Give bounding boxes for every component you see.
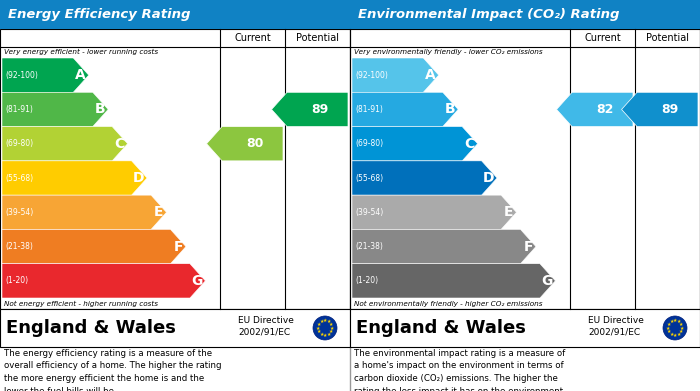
Text: ★: ★ — [680, 325, 685, 330]
Text: ★: ★ — [666, 322, 671, 327]
Text: (92-100): (92-100) — [5, 71, 38, 80]
Text: (55-68): (55-68) — [355, 174, 383, 183]
Text: ★: ★ — [679, 322, 683, 327]
Text: The energy efficiency rating is a measure of the
overall efficiency of a home. T: The energy efficiency rating is a measur… — [4, 349, 221, 391]
Text: ★: ★ — [326, 319, 331, 324]
Text: ★: ★ — [676, 332, 681, 337]
Text: (69-80): (69-80) — [355, 139, 383, 148]
Text: Potential: Potential — [646, 33, 689, 43]
Text: Environmental Impact (CO₂) Rating: Environmental Impact (CO₂) Rating — [358, 8, 620, 21]
Polygon shape — [2, 230, 186, 264]
Text: ★: ★ — [679, 329, 683, 334]
Text: (92-100): (92-100) — [355, 71, 388, 80]
Text: G: G — [191, 274, 202, 288]
Text: A: A — [425, 68, 435, 82]
Text: (1-20): (1-20) — [355, 276, 378, 285]
Text: ★: ★ — [666, 329, 671, 334]
Text: (39-54): (39-54) — [355, 208, 384, 217]
Circle shape — [313, 316, 337, 340]
Text: ★: ★ — [316, 322, 321, 327]
Text: Not energy efficient - higher running costs: Not energy efficient - higher running co… — [4, 301, 158, 307]
Text: Not environmentally friendly - higher CO₂ emissions: Not environmentally friendly - higher CO… — [354, 301, 542, 307]
Text: (21-38): (21-38) — [355, 242, 383, 251]
Polygon shape — [556, 92, 633, 127]
Text: G: G — [541, 274, 552, 288]
Text: (39-54): (39-54) — [5, 208, 34, 217]
Polygon shape — [352, 161, 497, 195]
Polygon shape — [2, 264, 205, 298]
Polygon shape — [352, 264, 555, 298]
Polygon shape — [2, 161, 147, 195]
Circle shape — [663, 316, 687, 340]
Text: E: E — [504, 205, 514, 219]
Polygon shape — [272, 92, 348, 127]
Text: ★: ★ — [319, 332, 323, 337]
Text: ★: ★ — [326, 332, 331, 337]
Text: C: C — [464, 137, 475, 151]
Text: C: C — [114, 137, 125, 151]
Text: Current: Current — [234, 33, 271, 43]
Text: Very energy efficient - lower running costs: Very energy efficient - lower running co… — [4, 49, 158, 55]
Text: (81-91): (81-91) — [5, 105, 33, 114]
Text: D: D — [132, 171, 144, 185]
Text: ★: ★ — [669, 319, 673, 324]
Text: EU Directive
2002/91/EC: EU Directive 2002/91/EC — [238, 316, 294, 336]
Text: (69-80): (69-80) — [5, 139, 33, 148]
Text: Potential: Potential — [296, 33, 339, 43]
Text: ★: ★ — [329, 322, 333, 327]
Text: ★: ★ — [673, 318, 677, 323]
Text: ★: ★ — [316, 325, 320, 330]
Text: The environmental impact rating is a measure of
a home's impact on the environme: The environmental impact rating is a mea… — [354, 349, 566, 391]
Polygon shape — [2, 127, 127, 161]
Text: ★: ★ — [319, 319, 323, 324]
Text: ★: ★ — [330, 325, 335, 330]
Text: ★: ★ — [323, 318, 327, 323]
Text: 80: 80 — [246, 137, 263, 150]
Text: Current: Current — [584, 33, 621, 43]
Polygon shape — [352, 58, 439, 92]
Polygon shape — [352, 230, 536, 264]
Text: F: F — [174, 240, 183, 254]
Text: ★: ★ — [666, 325, 670, 330]
Text: ★: ★ — [676, 319, 681, 324]
Text: Very environmentally friendly - lower CO₂ emissions: Very environmentally friendly - lower CO… — [354, 49, 542, 55]
Text: F: F — [524, 240, 533, 254]
Text: EU Directive
2002/91/EC: EU Directive 2002/91/EC — [588, 316, 644, 336]
Text: England & Wales: England & Wales — [356, 319, 526, 337]
Text: B: B — [94, 102, 105, 117]
Text: A: A — [75, 68, 85, 82]
Text: ★: ★ — [329, 329, 333, 334]
Text: ★: ★ — [669, 332, 673, 337]
Text: (21-38): (21-38) — [5, 242, 33, 251]
Polygon shape — [352, 127, 477, 161]
Bar — [0, 29, 350, 309]
Polygon shape — [352, 195, 517, 230]
Text: E: E — [154, 205, 164, 219]
Polygon shape — [622, 92, 698, 127]
Polygon shape — [2, 92, 108, 127]
Text: Energy Efficiency Rating: Energy Efficiency Rating — [8, 8, 190, 21]
Polygon shape — [2, 195, 167, 230]
Text: D: D — [482, 171, 494, 185]
Bar — [0, 309, 350, 347]
Text: 89: 89 — [311, 103, 328, 116]
Text: ★: ★ — [323, 333, 327, 338]
Text: B: B — [444, 102, 455, 117]
Text: ★: ★ — [316, 329, 321, 334]
Text: (1-20): (1-20) — [5, 276, 28, 285]
Bar — [350, 0, 700, 29]
Polygon shape — [206, 127, 283, 161]
Bar — [350, 29, 700, 309]
Polygon shape — [2, 58, 89, 92]
Text: (55-68): (55-68) — [5, 174, 33, 183]
Bar — [0, 0, 350, 29]
Text: (81-91): (81-91) — [355, 105, 383, 114]
Text: ★: ★ — [673, 333, 677, 338]
Text: England & Wales: England & Wales — [6, 319, 176, 337]
Text: 82: 82 — [596, 103, 613, 116]
Bar — [350, 309, 700, 347]
Polygon shape — [352, 92, 458, 127]
Text: 89: 89 — [661, 103, 678, 116]
